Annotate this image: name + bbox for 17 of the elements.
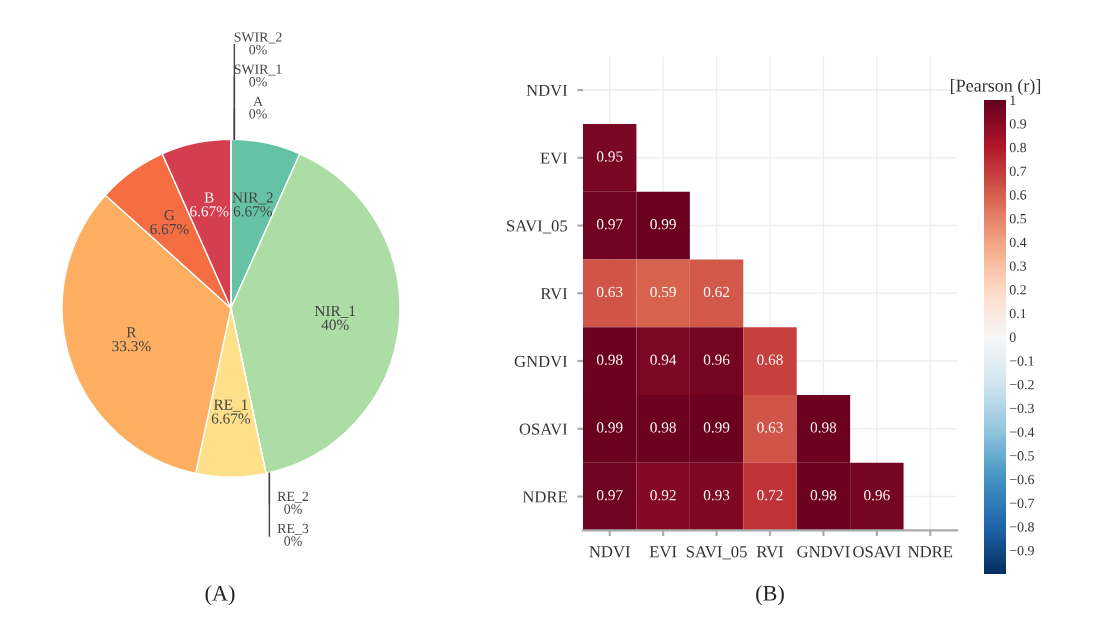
x-tick-label: GNDVI xyxy=(797,546,850,558)
y-tick-label: OSAVI xyxy=(519,423,568,435)
y-tick-label: RVI xyxy=(540,288,568,300)
x-tick-label: RVI xyxy=(756,546,784,558)
x-tick-label: OSAVI xyxy=(853,546,901,558)
y-tick-label: NDVI xyxy=(526,84,568,97)
x-tick-label: NDRE xyxy=(908,546,953,558)
text: (B) xyxy=(756,585,784,606)
y-tick-label: NDRE xyxy=(522,491,567,503)
y-tick-label: EVI xyxy=(540,152,568,164)
color-bar-title: [Pearson (r)] xyxy=(950,78,1041,96)
x-tick-label: EVI xyxy=(649,546,677,558)
y-tick-label: GNDVI xyxy=(514,355,568,368)
x-tick-label: NDVI xyxy=(589,546,630,558)
x-tick-label: SAVI_05 xyxy=(686,546,747,560)
text: (A) xyxy=(205,585,235,606)
y-tick-label: SAVI_05 xyxy=(507,220,568,234)
